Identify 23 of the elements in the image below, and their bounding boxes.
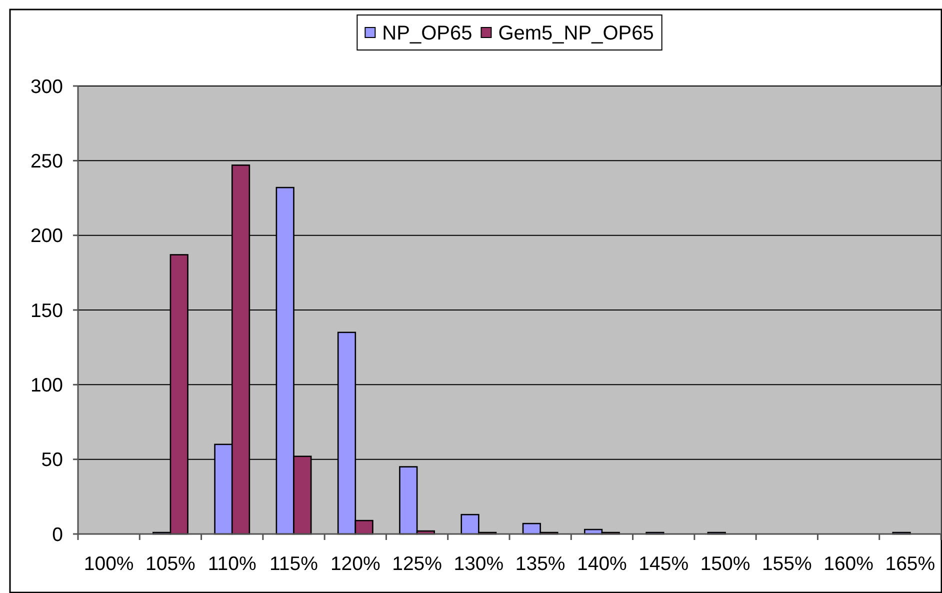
y-tick-label: 300 bbox=[30, 76, 64, 98]
x-tick-label: 155% bbox=[762, 552, 812, 575]
x-tick-label: 140% bbox=[577, 552, 627, 575]
x-tick-label: 165% bbox=[885, 552, 936, 575]
y-tick-label: 150 bbox=[30, 300, 64, 322]
y-tick-label: 250 bbox=[30, 150, 64, 172]
legend-label: Gem5_NP_OP65 bbox=[498, 22, 654, 44]
x-tick-label: 130% bbox=[454, 552, 504, 575]
legend-label: NP_OP65 bbox=[382, 22, 472, 44]
x-tick-label: 145% bbox=[638, 552, 689, 575]
x-tick-label: 115% bbox=[270, 552, 318, 575]
y-tick-label: 200 bbox=[30, 225, 64, 248]
x-tick-label: 125% bbox=[392, 552, 442, 575]
x-tick-label: 160% bbox=[824, 552, 874, 575]
y-tick-label: 50 bbox=[41, 449, 64, 472]
x-tick-label: 105% bbox=[146, 552, 196, 575]
y-tick-label: 0 bbox=[52, 524, 64, 546]
y-tick-label: 100 bbox=[30, 374, 64, 396]
x-tick-label: 110% bbox=[208, 552, 256, 575]
x-tick-label: 100% bbox=[84, 552, 134, 575]
x-tick-label: 135% bbox=[515, 552, 566, 575]
x-tick-label: 150% bbox=[700, 552, 750, 575]
x-tick-label: 120% bbox=[330, 552, 380, 575]
